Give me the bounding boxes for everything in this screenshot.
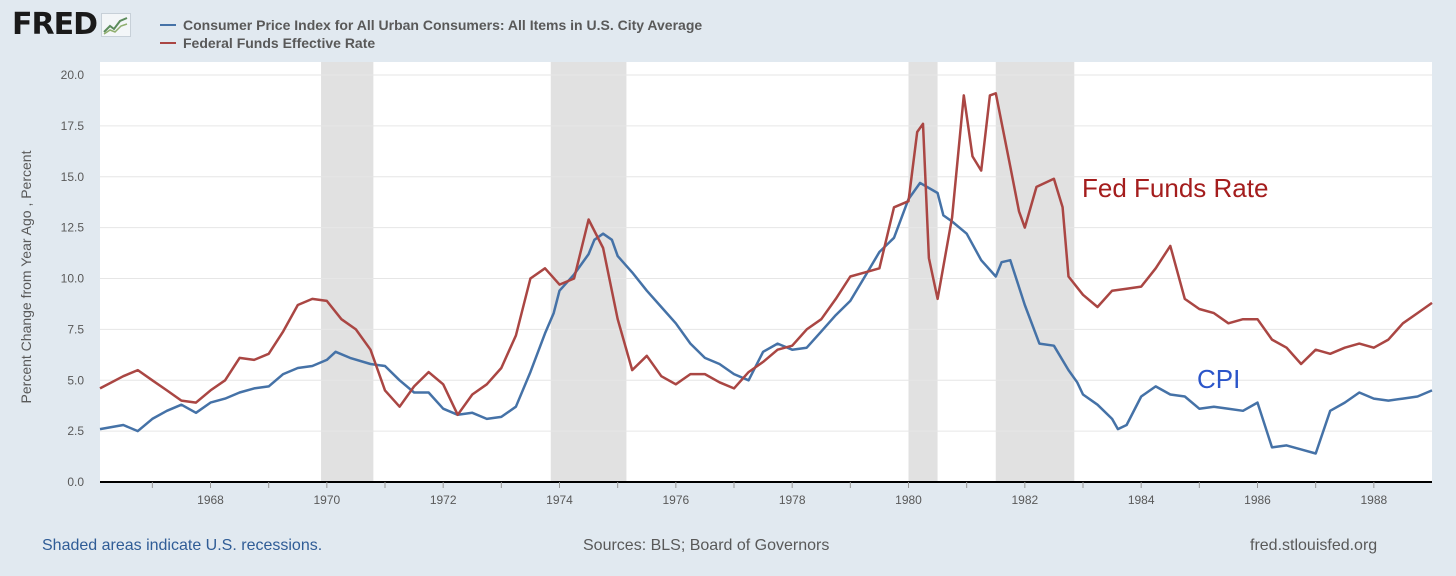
y-axis-label: Percent Change from Year Ago , Percent [18,150,34,403]
x-tick-label: 1978 [779,493,806,507]
y-tick-label: 12.5 [61,221,85,235]
x-tick-label: 1984 [1128,493,1155,507]
y-tick-label: 7.5 [67,322,84,336]
legend-item-cpi[interactable]: Consumer Price Index for All Urban Consu… [160,16,702,34]
recession-band [995,62,1075,482]
y-tick-label: 10.0 [61,272,85,286]
legend-label-cpi: Consumer Price Index for All Urban Consu… [183,17,703,33]
y-tick-label: 5.0 [67,373,84,387]
x-tick-label: 1972 [430,493,457,507]
legend-item-fed-funds[interactable]: Federal Funds Effective Rate [160,34,702,52]
annotation-cpi: CPI [1197,364,1240,394]
y-tick-label: 17.5 [61,119,85,133]
y-tick-label: 15.0 [61,170,85,184]
chart-header: FRED Consumer Price Index for All Urban … [0,0,1456,60]
x-tick-label: 1986 [1244,493,1271,507]
x-tick-label: 1988 [1360,493,1387,507]
recession-band [550,62,627,482]
chart-legend: Consumer Price Index for All Urban Consu… [160,16,702,52]
series-line-cpi [99,181,1433,455]
recession-band [321,62,374,482]
x-tick-label: 1970 [313,493,340,507]
y-tick-label: 20.0 [61,68,85,82]
series-line-fed-funds-rate [99,92,1433,417]
legend-swatch-fed-funds [160,42,176,44]
legend-label-fed-funds: Federal Funds Effective Rate [183,35,376,51]
fred-site-link[interactable]: fred.stlouisfed.org [1250,537,1378,554]
fred-logo[interactable]: FRED [12,8,131,42]
x-tick-label: 1968 [197,493,224,507]
fred-logo-text: FRED [12,7,98,42]
y-tick-label: 0.0 [67,475,84,489]
legend-swatch-cpi [160,24,176,26]
x-tick-label: 1980 [895,493,922,507]
sources-note: Sources: BLS; Board of Governors [583,537,830,554]
x-tick-label: 1976 [662,493,689,507]
annotation-fed-funds-rate: Fed Funds Rate [1082,173,1268,203]
line-chart: 0.0 2.5 5.0 7.5 10.0 12.5 15.0 17.5 20.0 1968 1970… [18,62,1433,507]
y-tick-label: 2.5 [67,424,84,438]
line-graph-icon [101,13,131,37]
x-tick-label: 1974 [546,493,573,507]
x-tick-label: 1982 [1011,493,1038,507]
recession-note: Shaded areas indicate U.S. recessions. [42,537,323,554]
